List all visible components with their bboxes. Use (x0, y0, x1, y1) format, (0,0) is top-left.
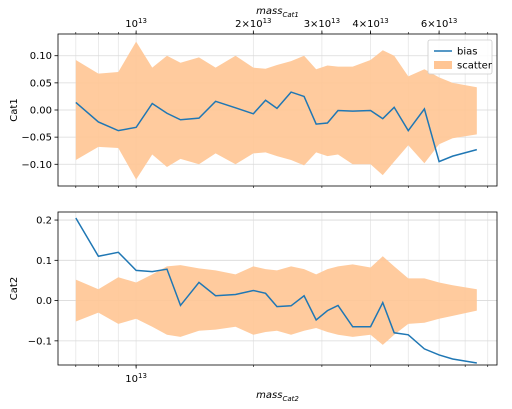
y-tick-label: 0.2 (36, 216, 52, 227)
y-tick-label: −0.1 (28, 336, 52, 347)
top-tick-label: 1013 (125, 17, 147, 30)
y-tick-label: −0.10 (21, 160, 52, 171)
x-axis-label: massCat2 (256, 390, 299, 403)
plot-area (75, 217, 477, 364)
y-axis-label: Cat1 (9, 98, 20, 121)
y-tick-label: 0.10 (30, 51, 52, 62)
legend-label-scatter: scatter (457, 61, 493, 72)
top-tick-label: 6×1013 (421, 17, 457, 30)
x-tick-label: 1013 (125, 372, 147, 385)
y-tick-label: −0.05 (21, 133, 52, 144)
top-tick-label: 4×1013 (352, 17, 388, 30)
panel-bottom: 0.2 0.1 0.0 −0.1 Cat2 1013 massCat2 (9, 211, 498, 403)
axes-frame (57, 211, 498, 366)
y-tick-label: 0.05 (30, 78, 52, 89)
y-tick-label: 0.1 (36, 256, 52, 267)
scatter-band (75, 41, 477, 180)
legend-label-bias: bias (457, 47, 477, 58)
scatter-band (75, 256, 477, 345)
panel-top: 0.10 0.05 0.00 −0.05 −0.10 Cat1 1013 2×1013 3×10… (9, 6, 498, 188)
top-tick-label: 3×1013 (304, 17, 340, 30)
legend-swatch-scatter (434, 61, 452, 69)
top-tick-label: 2×1013 (235, 17, 271, 30)
top-axis-label: massCat1 (256, 6, 299, 19)
y-tick-label: 0.0 (36, 296, 52, 307)
y-axis-label: Cat2 (9, 277, 20, 300)
y-tick-label: 0.00 (30, 106, 52, 117)
plot-area (75, 41, 478, 180)
legend: bias scatter (427, 39, 493, 75)
